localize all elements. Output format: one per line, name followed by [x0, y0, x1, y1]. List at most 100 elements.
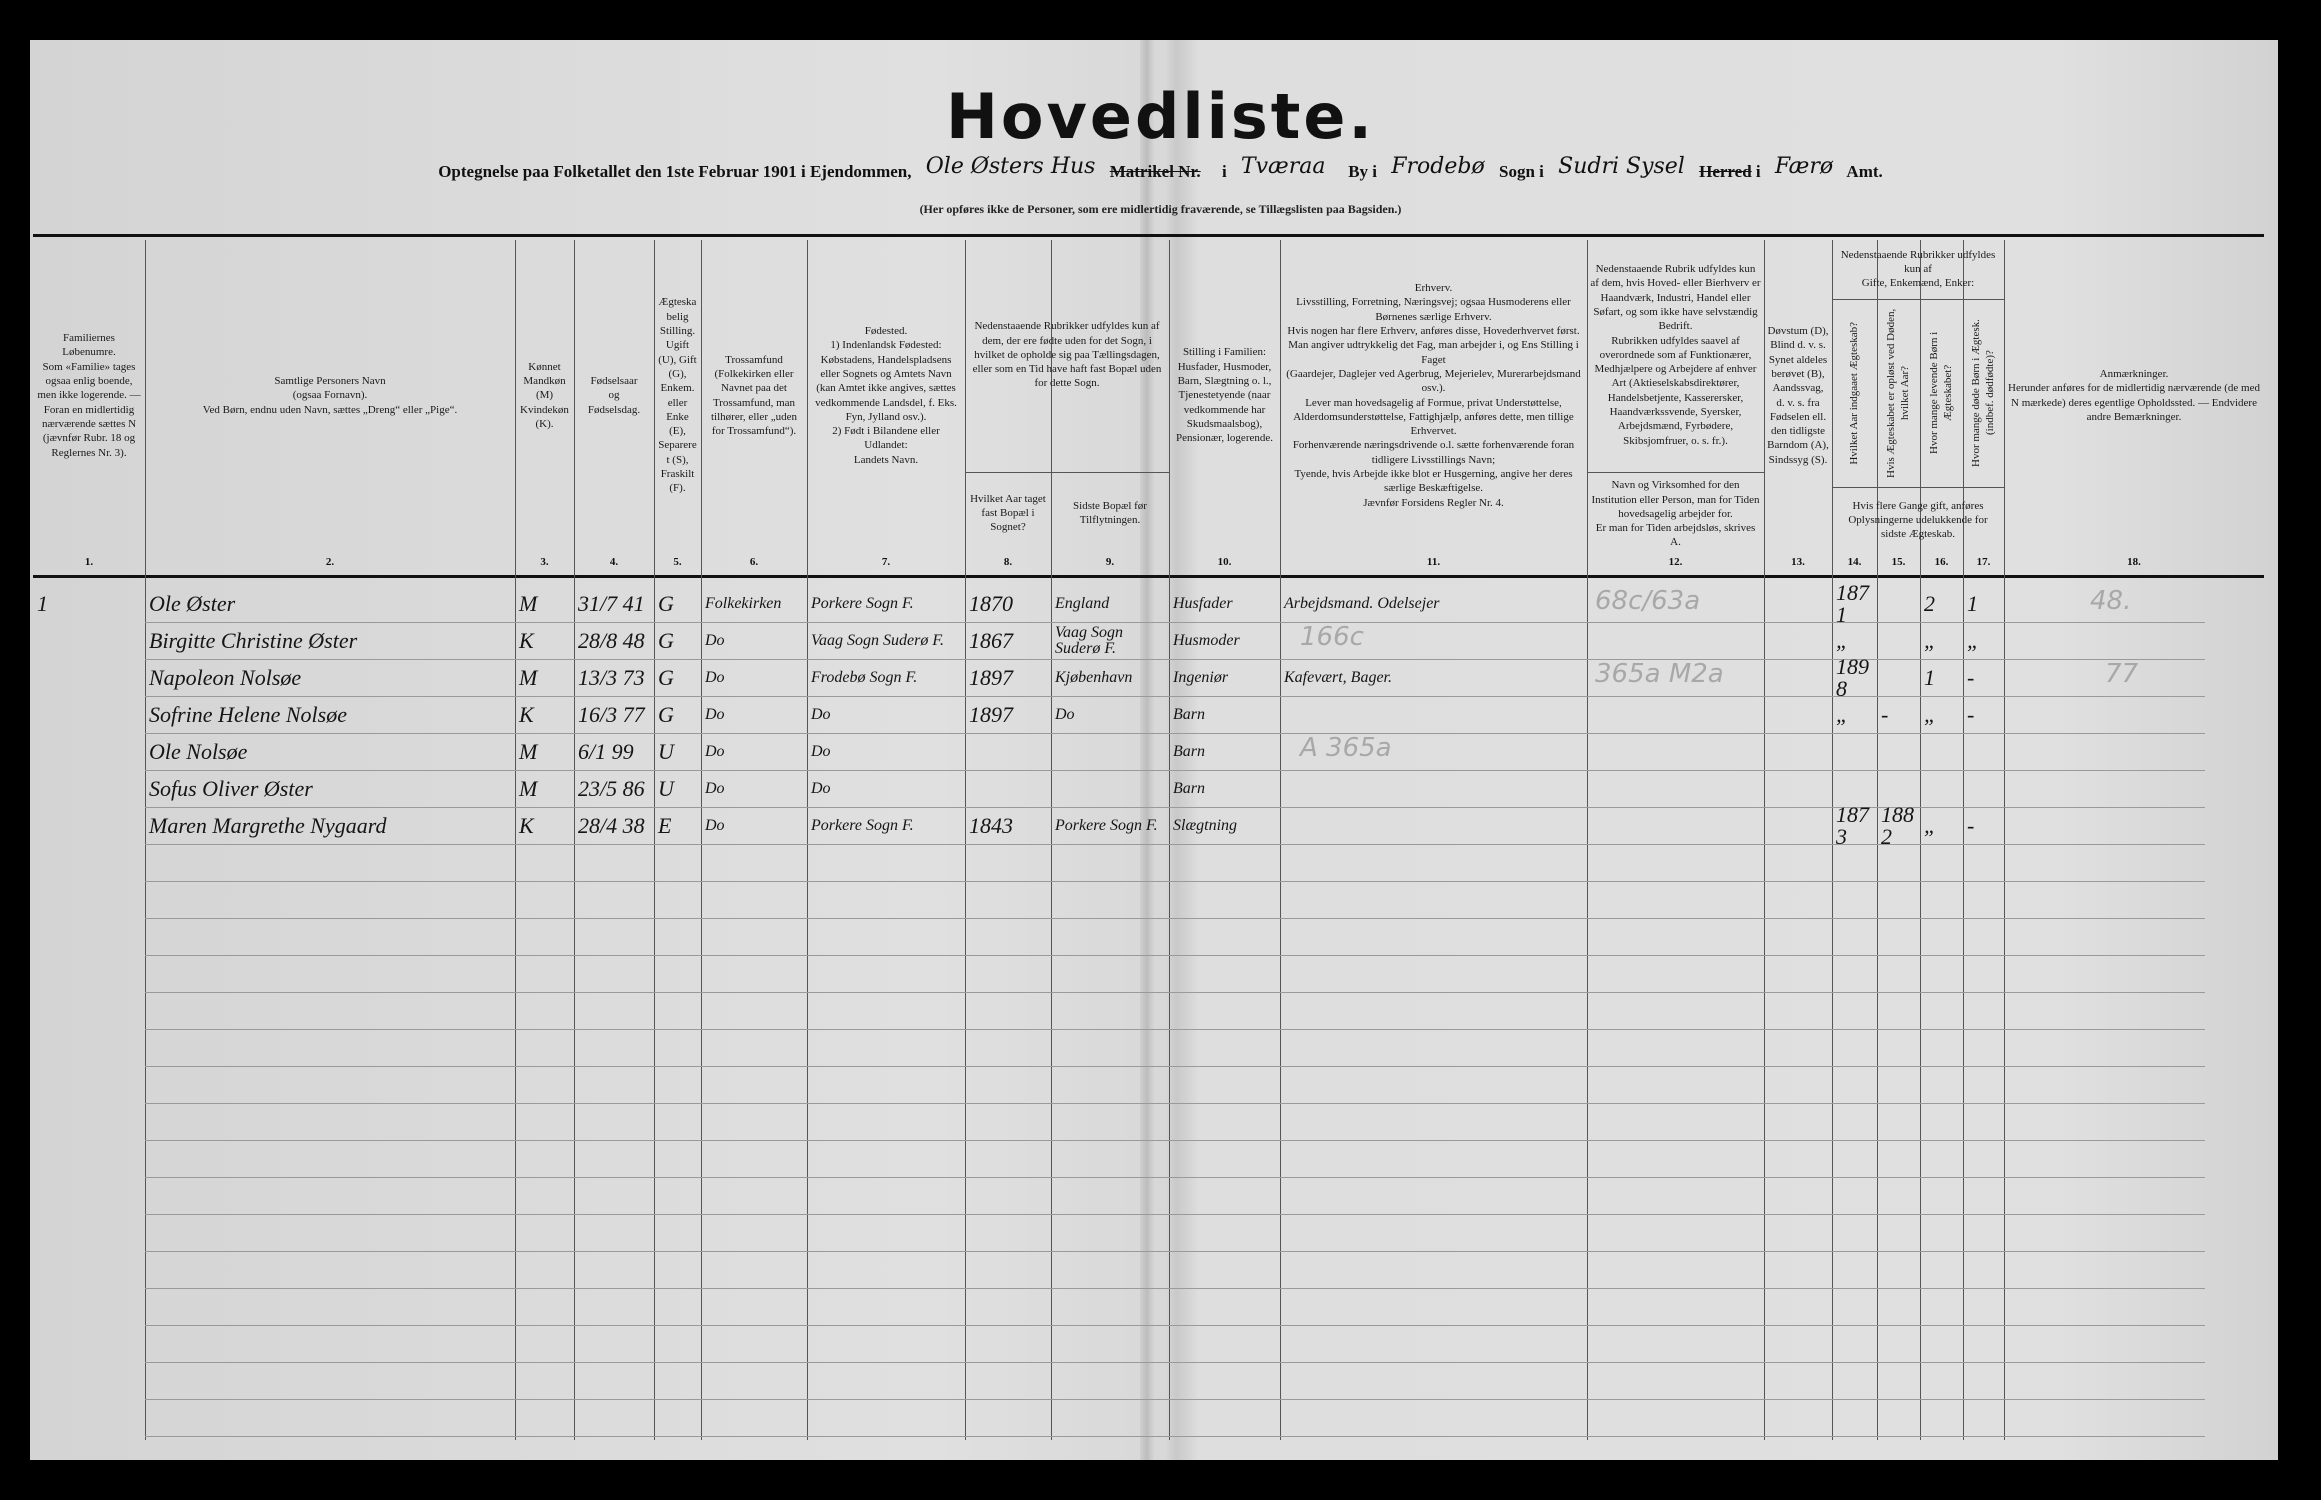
column-number: 7.	[881, 556, 891, 568]
cell-name: Ole Nolsøe	[149, 738, 248, 764]
cell-position: Slægtning	[1173, 816, 1238, 834]
pencil-annotation: 77	[2105, 659, 2139, 689]
row-rule	[145, 659, 2205, 660]
cell-living-children: 1	[1924, 664, 1935, 690]
cell-birth: 31/7 41	[578, 590, 645, 616]
pencil-annotation: 365a M2a	[1595, 659, 1724, 689]
cell-marital: G	[658, 590, 674, 616]
cell-birth: 28/8 48	[578, 627, 645, 653]
cell-previous: Vaag Sogn Suderø F.	[1055, 623, 1123, 657]
row-rule	[145, 992, 2205, 993]
place-name: Tværaa	[1240, 154, 1326, 179]
cell-name: Birgitte Christine Øster	[149, 627, 358, 653]
cell-married-year: 1871	[1836, 579, 1869, 627]
group-divider	[1832, 299, 2004, 300]
cell-living-children: „	[1924, 812, 1937, 838]
cell-birthplace: Frodebø Sogn F.	[811, 668, 918, 686]
column-header-18: Anmærkninger. Herunder anføres for de mi…	[2008, 367, 2260, 423]
column-header-10: Stilling i Familien: Husfader, Husmoder,…	[1175, 346, 1273, 445]
cell-living-children: „	[1924, 701, 1937, 727]
column-header-15: Hvis Ægteskabet er opløst ved Døden, hvi…	[1877, 302, 1920, 484]
column-divider	[807, 240, 808, 1440]
cell-faith: Do	[705, 668, 725, 686]
column-divider	[574, 240, 575, 1440]
pencil-annotation: A 365a	[1300, 733, 1392, 763]
cell-position: Ingeniør	[1173, 668, 1229, 686]
row-rule	[145, 955, 2205, 956]
subline-amt: Amt.	[1846, 162, 1883, 181]
subline-i1: i	[1221, 162, 1227, 181]
cell-faith: Do	[705, 705, 725, 723]
column-header-6: Trossamfund (Folkekirken eller Navnet pa…	[711, 353, 797, 438]
cell-faith: Do	[705, 742, 725, 760]
column-header-2: Samtlige Personers Navn (ogsaa Fornavn).…	[202, 375, 458, 416]
struck-matrikel: Matrikel Nr.	[1109, 162, 1201, 181]
cell-married-year: 1898	[1836, 653, 1869, 701]
column-number: 1.	[84, 556, 94, 568]
row-rule	[145, 622, 2205, 623]
group-header-married: Nedenstaaende Rubrikker udfyldes kun af …	[1840, 248, 1996, 290]
column-header-4: Fødselsaar og Fødselsdag.	[587, 375, 641, 416]
census-location-line: Optegnelse paa Folketallet den 1ste Febr…	[0, 154, 2321, 183]
column-number: 5.	[673, 556, 682, 568]
cell-settled: 1897	[969, 701, 1013, 727]
column-divider	[1764, 240, 1765, 1440]
row-rule	[145, 696, 2205, 697]
cell-name: Sofrine Helene Nolsøe	[149, 701, 347, 727]
column-divider	[1877, 240, 1878, 1440]
cell-sex: M	[519, 590, 538, 616]
cell-sex: M	[519, 664, 538, 690]
cell-married-year: 1873	[1836, 801, 1869, 849]
cell-birthplace: Do	[811, 705, 831, 723]
cell-position: Husfader	[1173, 594, 1233, 612]
column-divider	[1587, 240, 1588, 1440]
cell-sex: K	[519, 627, 534, 653]
row-rule	[145, 1103, 2205, 1104]
cell-marital: G	[658, 664, 674, 690]
column-number: 4.	[609, 556, 619, 568]
column-number: 2.	[325, 556, 335, 568]
column-header-11: Erhverv. Livsstilling, Forretning, Nærin…	[1286, 282, 1581, 509]
column-header-text: Hvor mange døde Børn i Ægtesk. (indbef. …	[1969, 319, 1996, 467]
row-rule	[145, 1399, 2205, 1400]
cell-previous: England	[1055, 594, 1110, 612]
cell-settled: 1870	[969, 590, 1013, 616]
cell-marital: G	[658, 701, 674, 727]
column-divider	[145, 240, 146, 1440]
cell-married-year: „	[1836, 701, 1849, 727]
column-number: 16.	[1934, 556, 1949, 568]
column-header-17: Hvor mange døde Børn i Ægtesk. (indbef. …	[1963, 302, 2004, 484]
cell-faith: Do	[705, 779, 725, 797]
column-number: 17.	[1976, 556, 1991, 568]
cell-settled: 1867	[969, 627, 1013, 653]
cell-position: Husmoder	[1173, 631, 1240, 649]
parish-name: Frodebø	[1391, 154, 1485, 179]
column-number: 13.	[1791, 556, 1805, 568]
cell-sex: K	[519, 701, 534, 727]
cell-dissolved: 1882	[1881, 801, 1914, 849]
cell-birthplace: Porkere Sogn F.	[811, 816, 914, 834]
column-number: 12.	[1668, 556, 1683, 568]
cell-family: 1	[37, 590, 48, 616]
column-number: 14.	[1847, 556, 1862, 568]
column-header-12: Nedenstaaende Rubrik udfyldes kun af dem…	[1590, 263, 1761, 447]
subline-i2: i	[1755, 162, 1761, 181]
column-divider	[1832, 240, 1833, 1440]
cell-dead-children: -	[1967, 701, 1975, 727]
cell-settled: 1897	[969, 664, 1013, 690]
row-rule	[145, 1288, 2205, 1289]
cell-sex: M	[519, 775, 538, 801]
cell-birth: 28/4 38	[578, 812, 645, 838]
row-rule	[145, 1251, 2205, 1252]
group-divider	[1832, 487, 2004, 488]
cell-occupation: Kafevært, Bager.	[1284, 668, 1392, 686]
column-number: 18.	[2127, 556, 2141, 568]
column-header-16: Hvor mange levende Børn i Ægteskabet?	[1920, 302, 1963, 484]
column-divider	[701, 240, 702, 1440]
cell-position: Barn	[1173, 779, 1205, 797]
subline-by: By i	[1348, 162, 1378, 181]
column-header-3: Kønnet Mandkøn (M) Kvindekøn (K).	[520, 360, 569, 430]
header-bottom-rule	[33, 575, 2264, 578]
page-fold	[1140, 40, 1154, 1460]
group-divider	[1587, 472, 1764, 473]
